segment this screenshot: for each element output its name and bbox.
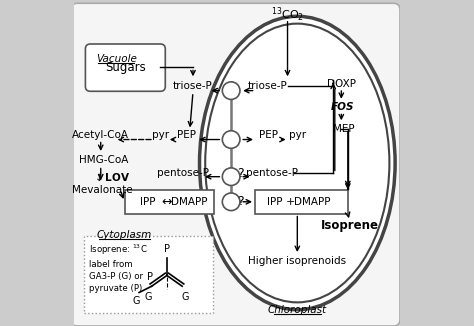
FancyBboxPatch shape: [85, 44, 165, 91]
Text: ?: ?: [237, 195, 244, 208]
Text: $\downarrow$$\bf{LOV}$: $\downarrow$$\bf{LOV}$: [92, 172, 130, 183]
Text: PEP: PEP: [177, 130, 196, 140]
Text: $^{13}$CO$_2$: $^{13}$CO$_2$: [271, 6, 304, 24]
Text: Isoprene: Isoprene: [320, 219, 378, 232]
Text: HMG-CoA: HMG-CoA: [79, 156, 128, 165]
Circle shape: [222, 131, 240, 148]
Text: triose-P: triose-P: [173, 81, 213, 91]
Text: Sugars: Sugars: [105, 61, 146, 74]
FancyBboxPatch shape: [255, 190, 348, 214]
Text: Vacuole: Vacuole: [96, 54, 137, 64]
Text: Isoprene: $^{13}$C
label from
GA3-P (G) or
pyruvate (P): Isoprene: $^{13}$C label from GA3-P (G) …: [89, 243, 147, 293]
Text: FOS: FOS: [331, 102, 355, 112]
Text: pentose-P: pentose-P: [246, 169, 298, 178]
FancyBboxPatch shape: [71, 3, 400, 326]
Text: G: G: [182, 292, 189, 302]
Text: IPP: IPP: [140, 197, 155, 207]
Text: Chloroplast: Chloroplast: [268, 305, 327, 315]
Text: DOXP: DOXP: [328, 79, 356, 89]
FancyBboxPatch shape: [125, 190, 214, 214]
Text: Acetyl-CoA: Acetyl-CoA: [72, 130, 129, 140]
Text: triose-P: triose-P: [247, 81, 287, 91]
Text: P: P: [164, 244, 170, 254]
Text: P: P: [147, 272, 153, 282]
Text: MEP: MEP: [333, 124, 355, 134]
Text: pyr: pyr: [152, 130, 169, 140]
Circle shape: [222, 193, 240, 211]
Text: ↔: ↔: [162, 195, 172, 208]
Text: IPP: IPP: [267, 197, 282, 207]
Text: pyr: pyr: [289, 130, 306, 140]
Text: G: G: [132, 296, 140, 306]
Ellipse shape: [200, 16, 395, 310]
Text: Higher isoprenoids: Higher isoprenoids: [248, 257, 346, 266]
Text: DMAPP: DMAPP: [172, 197, 208, 207]
Text: Cytoplasm: Cytoplasm: [97, 230, 152, 240]
Text: G: G: [145, 292, 152, 302]
Circle shape: [222, 168, 240, 185]
Text: pentose-P: pentose-P: [157, 169, 209, 178]
Text: +: +: [285, 197, 295, 207]
Text: DMAPP: DMAPP: [294, 197, 330, 207]
Text: PEP: PEP: [259, 130, 278, 140]
Circle shape: [222, 82, 240, 99]
Text: ?: ?: [237, 167, 244, 180]
FancyBboxPatch shape: [84, 236, 212, 313]
Text: Mevalonate: Mevalonate: [73, 185, 133, 195]
